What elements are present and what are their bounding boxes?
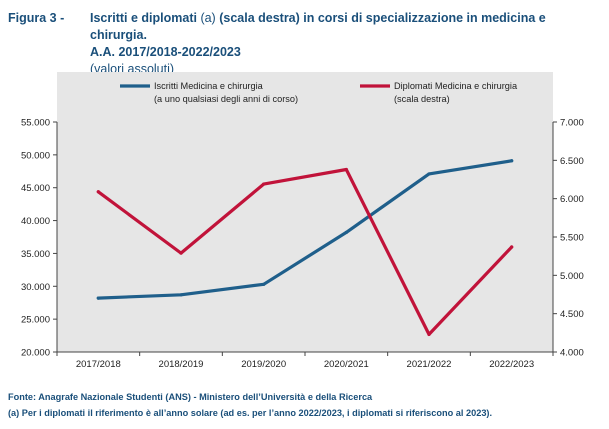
footnote-a: (a) Per i diplomati il riferimento è all… — [8, 408, 493, 418]
left-axis-tick-label: 25.000 — [21, 315, 50, 326]
figure-title-row: Figura 3 - Iscritti e diplomati (a) (sca… — [8, 10, 604, 78]
series-1-point — [510, 159, 514, 163]
right-axis-tick-label: 5.000 — [560, 271, 584, 282]
right-axis-tick-label: 4.000 — [560, 348, 584, 359]
series-1-point — [96, 296, 100, 300]
right-axis-tick-label: 6.000 — [560, 194, 584, 205]
series-2-point — [262, 182, 266, 186]
series-1-point — [179, 293, 183, 297]
left-axis-tick-label: 45.000 — [21, 183, 50, 194]
figure-header: Figura 3 - Iscritti e diplomati (a) (sca… — [8, 10, 604, 78]
legend-sublabel-2: (scala destra) — [394, 94, 450, 104]
series-line-1 — [96, 159, 514, 300]
right-axis-tick-label: 7.000 — [560, 118, 584, 129]
left-axis-tick-label: 35.000 — [21, 249, 50, 260]
chart-container: 20.000 25.000 30.000 35.000 40.000 45.000 50.0… — [0, 72, 609, 378]
left-axis-tick-label: 30.000 — [21, 282, 50, 293]
right-axis-tick-label: 6.500 — [560, 156, 584, 167]
left-axis-tick-label: 50.000 — [21, 150, 50, 161]
left-axis-tick-label: 40.000 — [21, 216, 50, 227]
legend-label-2: Diplomati Medicina e chirurgia — [394, 81, 518, 91]
figure-title-block: Iscritti e diplomati (a) (scala destra) … — [90, 10, 604, 78]
series-line-2 — [96, 167, 514, 336]
right-axis-tick-label: 5.500 — [560, 233, 584, 244]
series-2-point — [510, 245, 514, 249]
figure-footer: Fonte: Anagrafe Nazionale Studenti (ANS)… — [8, 389, 604, 421]
plot-background — [57, 72, 553, 352]
series-2-point — [427, 332, 431, 336]
left-axis-tick-label: 20.000 — [21, 348, 50, 359]
left-axis-tick-label: 55.000 — [21, 118, 50, 129]
figure-title: Iscritti e diplomati (a) (scala destra) … — [90, 10, 604, 44]
figure-period: A.A. 2017/2018-2022/2023 — [90, 45, 241, 59]
legend-label-1: Iscritti Medicina e chirurgia — [154, 81, 264, 91]
right-axis-tick-label: 4.500 — [560, 309, 584, 320]
figure-title-part2: (scala destra) in corsi di specializzazi… — [90, 11, 546, 42]
figure-number: Figura 3 - — [8, 11, 65, 25]
x-axis-tick-label: 2020/2021 — [324, 359, 369, 370]
figure-title-part1: Iscritti e diplomati — [90, 11, 197, 25]
x-axis-tick-label: 2021/2022 — [407, 359, 452, 370]
figure-title-note: (a) — [196, 11, 220, 25]
series-1-point — [262, 282, 266, 286]
series-1-point — [344, 230, 348, 234]
x-axis-tick-label: 2019/2020 — [241, 359, 286, 370]
line-chart: 20.000 25.000 30.000 35.000 40.000 45.000 50.0… — [21, 72, 584, 370]
source-note: Fonte: Anagrafe Nazionale Studenti (ANS)… — [8, 392, 373, 402]
series-1-point — [427, 172, 431, 176]
x-axis-tick-label: 2017/2018 — [76, 359, 121, 370]
series-2-point — [344, 167, 348, 172]
x-axis-tick-label: 2018/2019 — [159, 359, 204, 370]
series-2-point — [179, 251, 183, 255]
x-axis-tick-label: 2022/2023 — [489, 359, 534, 370]
series-2-point — [96, 190, 100, 194]
legend-sublabel-1: (a uno qualsiasi degli anni di corso) — [154, 94, 298, 104]
